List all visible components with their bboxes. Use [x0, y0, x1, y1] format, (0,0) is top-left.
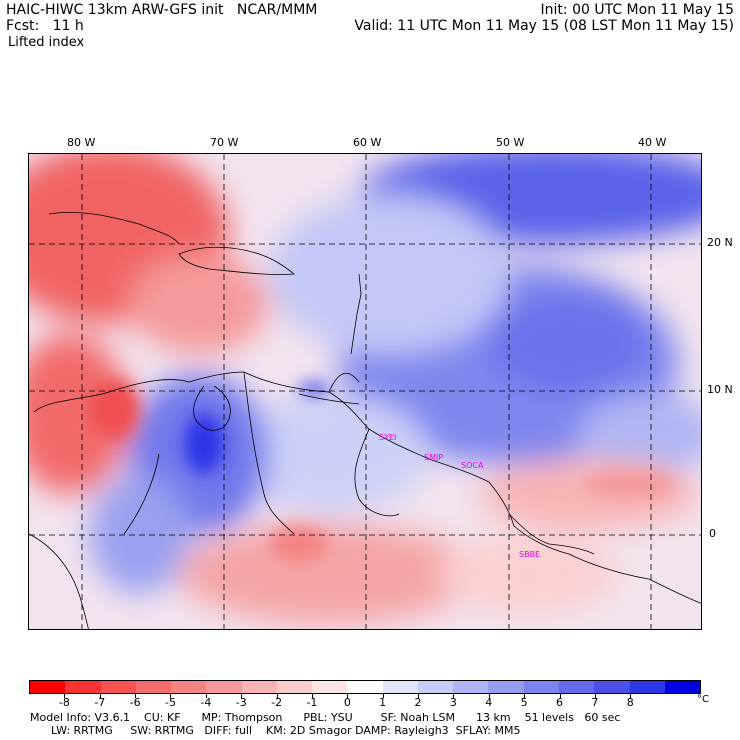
lon-label-70w: 70 W [210, 136, 239, 149]
colorbar-tick [276, 694, 278, 698]
colorbar-tick [418, 694, 420, 698]
forecast-hour: Fcst: 11 h [6, 18, 84, 34]
station-soca: SOCA [461, 461, 484, 470]
lat-label-20n: 20 N [707, 236, 733, 249]
colorbar-swatch [30, 681, 66, 693]
colorbar-tick-label: 8 [626, 696, 634, 709]
colorbar-swatch [171, 681, 207, 693]
colorbar-swatch [382, 681, 418, 693]
colorbar-tick-label: 3 [449, 696, 457, 709]
colorbar-tick [311, 694, 313, 698]
colorbar-tick-label: -4 [200, 696, 212, 709]
colorbar-tick-label: 5 [520, 696, 528, 709]
colorbar-swatch [629, 681, 665, 693]
colorbar-tick-label: 4 [485, 696, 493, 709]
colorbar-tick [382, 694, 384, 698]
colorbar-tick-label: 7 [591, 696, 599, 709]
colorbar-tick-label: -3 [235, 696, 247, 709]
colorbar-swatch [488, 681, 524, 693]
colorbar-tick-label: -7 [94, 696, 106, 709]
colorbar-tick [488, 694, 490, 698]
colorbar-tick-label: -8 [58, 696, 70, 709]
colorbar-swatch [100, 681, 136, 693]
coastlines [29, 211, 701, 629]
lon-label-40w: 40 W [638, 136, 667, 149]
colorbar-unit: °C [697, 694, 709, 705]
colorbar-tick [170, 694, 172, 698]
map-title: HAIC-HIWC 13km ARW-GFS init NCAR/MMM [6, 2, 318, 18]
lifted-index-map: SYEI SMJP SOCA SBBE [28, 153, 702, 630]
colorbar-tick-label: 2 [414, 696, 422, 709]
colorbar-tick-label: 6 [556, 696, 564, 709]
colorbar-swatch [664, 681, 701, 693]
colorbar-tick [630, 694, 632, 698]
colorbar-swatch [65, 681, 101, 693]
colorbar-swatch [135, 681, 172, 693]
colorbar-swatch [276, 681, 313, 693]
colorbar-tick [205, 694, 207, 698]
colorbar-tick-label: -1 [306, 696, 318, 709]
colorbar-tick [135, 694, 137, 698]
model-info-line1: Model Info: V3.6.1 CU: KF MP: Thompson P… [30, 711, 621, 724]
colorbar-tick-label: 0 [343, 696, 351, 709]
colorbar-swatch [206, 681, 242, 693]
colorbar-tick [524, 694, 526, 698]
colorbar-swatch [453, 681, 489, 693]
station-smjp: SMJP [424, 453, 444, 462]
init-time: Init: 00 UTC Mon 11 May 15 [540, 2, 734, 18]
colorbar-swatch [594, 681, 630, 693]
lon-label-60w: 60 W [353, 136, 382, 149]
graticule [29, 154, 701, 629]
colorbar-tick [347, 694, 349, 698]
lat-label-10n: 10 N [707, 383, 733, 396]
colorbar-tick [559, 694, 561, 698]
colorbar-swatch [312, 681, 348, 693]
colorbar-tick [64, 694, 66, 698]
station-syei: SYEI [379, 433, 397, 442]
colorbar-tick [99, 694, 101, 698]
colorbar-swatch [417, 681, 454, 693]
station-sbbe: SBBE [519, 550, 541, 559]
colorbar-swatch [523, 681, 559, 693]
valid-time: Valid: 11 UTC Mon 11 May 15 (08 LST Mon … [354, 18, 734, 34]
lon-label-50w: 50 W [496, 136, 525, 149]
colorbar-tick-label: -2 [271, 696, 283, 709]
colorbar-tick [241, 694, 243, 698]
colorbar-swatch [347, 681, 383, 693]
lat-label-0: 0 [709, 527, 716, 540]
map-field-svg [29, 154, 701, 629]
colorbar-tick-label: -5 [164, 696, 176, 709]
colorbar-swatch [241, 681, 277, 693]
colorbar-tick-label: 1 [379, 696, 387, 709]
colorbar-swatch [558, 681, 595, 693]
colorbar-tick [453, 694, 455, 698]
colorbar [29, 680, 701, 694]
colorbar-tick-label: -6 [129, 696, 141, 709]
field-name: Lifted index [8, 35, 85, 50]
model-info-line2: LW: RRTMG SW: RRTMG DIFF: full KM: 2D Sm… [30, 724, 521, 737]
field-shading [29, 154, 701, 624]
lon-label-80w: 80 W [67, 136, 96, 149]
colorbar-tick [594, 694, 596, 698]
